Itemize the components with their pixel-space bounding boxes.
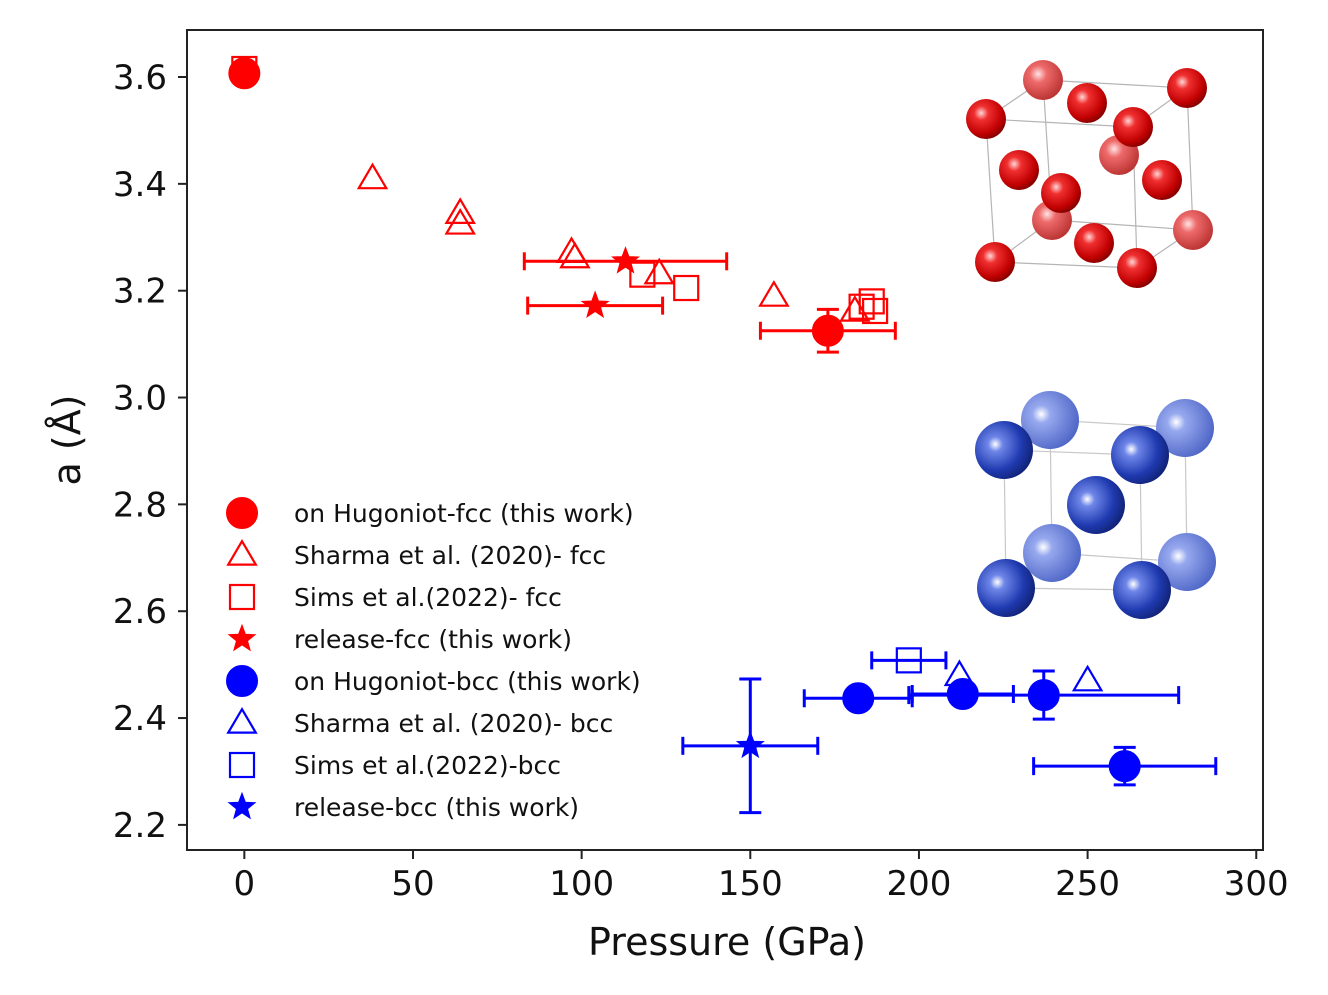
legend-marker bbox=[226, 539, 258, 566]
y-axis-label: a (Å) bbox=[45, 394, 89, 485]
legend-label: release-fcc (this work) bbox=[294, 625, 572, 654]
data-point bbox=[559, 241, 591, 269]
y-tick-label: 3.2 bbox=[113, 272, 167, 312]
legend-label: release-bcc (this work) bbox=[294, 793, 579, 822]
y-tick-label: 2.4 bbox=[113, 699, 167, 739]
data-point bbox=[943, 659, 976, 687]
plot-frame bbox=[186, 29, 1264, 851]
data-point bbox=[895, 647, 922, 674]
data-point bbox=[673, 274, 700, 302]
y-tick-label: 3.0 bbox=[113, 379, 167, 419]
data-point bbox=[1108, 750, 1141, 783]
legend-entry-6: Sims et al.(2022)-bcc bbox=[228, 751, 561, 780]
y-tick-label: 2.2 bbox=[113, 806, 167, 846]
y-tick-label: 2.8 bbox=[113, 485, 167, 525]
legend-marker bbox=[226, 497, 258, 529]
data-point bbox=[444, 207, 476, 235]
x-axis-label: Pressure (GPa) bbox=[588, 920, 866, 964]
data-point bbox=[444, 197, 476, 224]
legend-entry-5: Sharma et al. (2020)- bcc bbox=[226, 707, 613, 738]
x-tick-label: 50 bbox=[391, 864, 434, 904]
series-7 bbox=[681, 677, 820, 815]
legend-entry-0: on Hugoniot-fcc (this work) bbox=[226, 497, 634, 529]
series-5 bbox=[943, 659, 1104, 692]
legend-marker bbox=[226, 665, 258, 697]
series-6 bbox=[870, 647, 948, 674]
data-point bbox=[356, 162, 389, 190]
series-3 bbox=[522, 246, 729, 318]
legend-label: Sims et al.(2022)-bcc bbox=[294, 751, 561, 780]
y-tick-label: 3.4 bbox=[113, 165, 167, 205]
legend-label: Sharma et al. (2020)- bcc bbox=[294, 709, 613, 738]
data-point bbox=[1027, 679, 1060, 712]
series-4 bbox=[802, 669, 1218, 787]
legend-marker bbox=[226, 707, 258, 734]
legend-label: on Hugoniot-bcc (this work) bbox=[294, 667, 641, 696]
plot-area bbox=[187, 30, 1263, 850]
legend-marker bbox=[227, 791, 257, 820]
data-point bbox=[1071, 664, 1104, 692]
data-point bbox=[862, 297, 889, 325]
legend: on Hugoniot-fcc (this work) Sharma et al.… bbox=[226, 497, 641, 822]
x-tick-label: 150 bbox=[718, 864, 783, 904]
legend-marker bbox=[227, 623, 257, 652]
x-tick-label: 300 bbox=[1224, 864, 1289, 904]
crystal-structure-insets bbox=[966, 60, 1216, 619]
x-tick-label: 200 bbox=[886, 864, 951, 904]
data-point bbox=[611, 246, 640, 274]
legend-label: on Hugoniot-fcc (this work) bbox=[294, 499, 634, 528]
axes: 0 50 100 150 200 250 300 2.2 2.4 2.6 2.8 3.0 3.2 3.4 3… bbox=[113, 58, 1289, 904]
fcc-unit-cell-illustration bbox=[966, 60, 1213, 288]
data-point bbox=[231, 55, 258, 83]
legend-marker bbox=[228, 583, 256, 611]
data-point bbox=[858, 288, 885, 315]
legend-entry-7: release-bcc (this work) bbox=[227, 791, 579, 822]
legend-label: Sims et al.(2022)- fcc bbox=[294, 583, 562, 612]
data-point bbox=[758, 280, 790, 307]
legend-entry-2: Sims et al.(2022)- fcc bbox=[228, 583, 562, 612]
y-tick-label: 3.6 bbox=[113, 58, 167, 98]
bcc-unit-cell-illustration bbox=[975, 391, 1216, 619]
data-point bbox=[735, 730, 765, 759]
legend-entry-1: Sharma et al. (2020)- fcc bbox=[226, 539, 606, 570]
x-tick-label: 250 bbox=[1055, 864, 1120, 904]
legend-entry-4: on Hugoniot-bcc (this work) bbox=[226, 665, 641, 697]
x-tick-label: 0 bbox=[234, 864, 256, 904]
data-point bbox=[839, 295, 871, 322]
data-point bbox=[643, 257, 675, 285]
data-marks bbox=[228, 55, 1218, 815]
data-point bbox=[580, 290, 610, 318]
data-point bbox=[848, 293, 875, 320]
data-point bbox=[842, 682, 875, 715]
series-1 bbox=[356, 162, 871, 322]
data-point bbox=[811, 314, 844, 347]
data-point bbox=[228, 57, 261, 90]
legend-label: Sharma et al. (2020)- fcc bbox=[294, 541, 606, 570]
legend-entry-3: release-fcc (this work) bbox=[227, 623, 572, 654]
x-tick-label: 100 bbox=[549, 864, 614, 904]
y-tick-label: 2.6 bbox=[113, 592, 167, 632]
legend-marker bbox=[228, 751, 256, 779]
